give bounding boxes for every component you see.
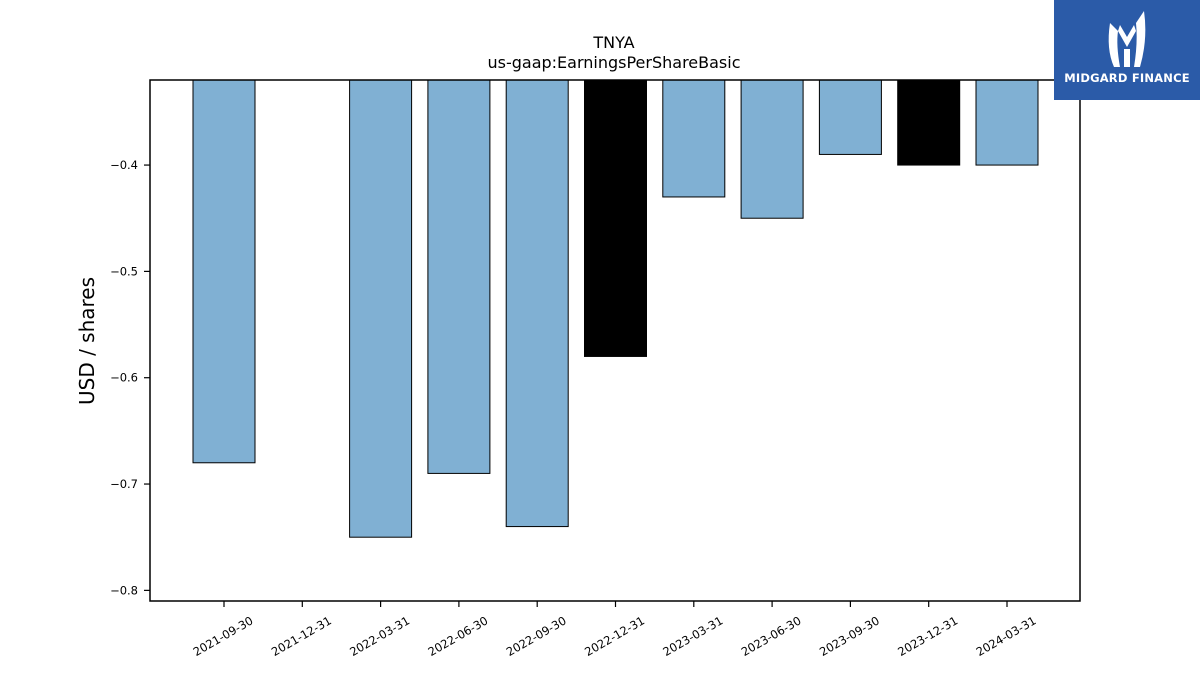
bar-2023-09-30 (818, 79, 882, 155)
y-axis-label: USD / shares (75, 277, 99, 405)
bars (192, 79, 1039, 538)
x-tick-label: 2021-09-30 (191, 613, 256, 659)
y-axis: −0.8 −0.7 −0.6 −0.5 −0.4 (110, 158, 150, 597)
bar-2022-09-30 (505, 79, 569, 528)
y-tick-label: −0.6 (110, 371, 138, 385)
logo-text: MIDGARD FINANCE (1064, 71, 1190, 85)
y-tick-label: −0.5 (110, 264, 138, 278)
bar-2023-03-31 (662, 79, 726, 198)
x-tick-label: 2022-03-31 (347, 613, 412, 659)
bar-2023-12-31 (897, 79, 961, 166)
x-tick-label: 2023-09-30 (817, 613, 882, 659)
x-tick-label: 2023-12-31 (895, 613, 960, 659)
bar-2023-06-30 (740, 79, 804, 219)
midgard-finance-logo: MIDGARD FINANCE (1054, 0, 1200, 100)
x-tick-label: 2023-03-31 (660, 613, 725, 659)
bar-2022-12-31 (584, 79, 647, 357)
x-axis: 2021-09-30 2021-12-31 2022-03-31 2022-06-30… (191, 601, 1039, 659)
chart-subtitle: us-gaap:EarningsPerShareBasic (487, 53, 740, 72)
bar-2021-09-30 (192, 79, 256, 464)
bar-2022-03-31 (349, 79, 413, 538)
bar-2022-06-30 (427, 79, 491, 474)
midgard-m-logo-icon (1108, 11, 1146, 67)
y-tick-label: −0.4 (110, 158, 138, 172)
y-tick-label: −0.7 (110, 477, 138, 491)
y-tick-label: −0.8 (110, 583, 138, 597)
x-tick-label: 2023-06-30 (739, 613, 804, 659)
x-tick-label: 2022-06-30 (426, 613, 491, 659)
x-tick-label: 2024-03-31 (974, 613, 1039, 659)
x-tick-label: 2022-12-31 (582, 613, 647, 659)
x-tick-label: 2022-09-30 (504, 613, 569, 659)
chart-title: TNYA (592, 33, 634, 52)
x-tick-label: 2021-12-31 (269, 613, 334, 659)
bar-2024-03-31 (975, 79, 1039, 166)
